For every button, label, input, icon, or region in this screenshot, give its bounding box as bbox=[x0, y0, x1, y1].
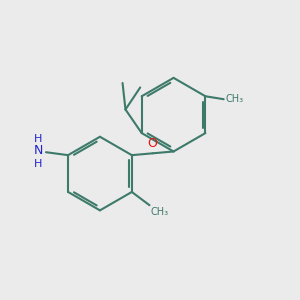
Text: H: H bbox=[34, 134, 42, 144]
Text: H: H bbox=[34, 159, 42, 169]
Text: O: O bbox=[148, 137, 158, 150]
Text: CH₃: CH₃ bbox=[225, 94, 243, 104]
Text: CH₃: CH₃ bbox=[151, 207, 169, 217]
Text: N: N bbox=[34, 144, 43, 157]
